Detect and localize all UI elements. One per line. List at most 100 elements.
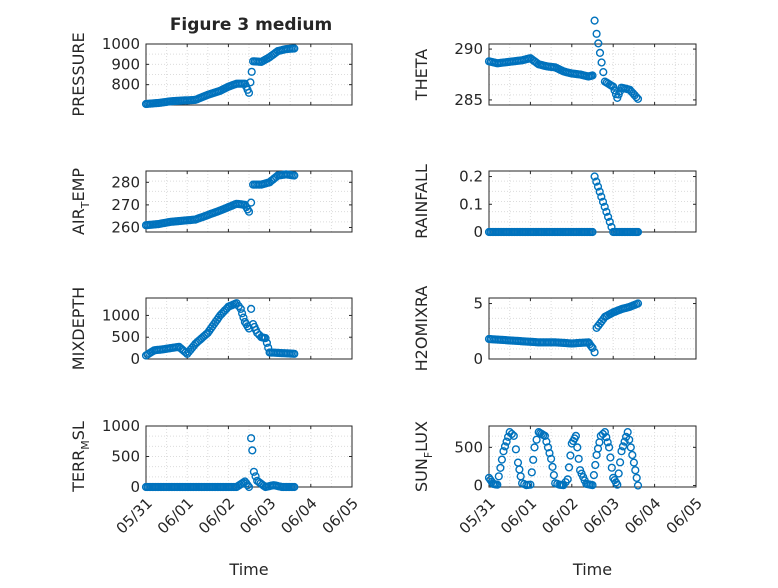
data-point	[609, 82, 618, 91]
x-tick-label: 06/05	[663, 494, 706, 537]
data-point	[603, 212, 613, 222]
data-point	[239, 313, 248, 322]
figure-title: Figure 3 medium	[170, 15, 332, 35]
data-point	[247, 304, 256, 314]
data-point	[496, 463, 505, 473]
data-point	[500, 442, 510, 451]
x-tick-label: 06/03	[236, 494, 279, 537]
data-point	[586, 342, 596, 351]
data-point	[290, 482, 299, 492]
data-point	[592, 177, 601, 186]
x-axis-label: Time	[228, 560, 268, 579]
data-point	[633, 299, 643, 308]
y-tick-label: 1000	[102, 35, 140, 53]
y-tick-label: 0	[473, 223, 483, 241]
data-point	[597, 58, 606, 67]
data-point	[244, 482, 254, 492]
data-point	[600, 202, 609, 211]
data-point	[546, 454, 556, 463]
data-point	[590, 172, 599, 181]
data-point	[493, 480, 502, 489]
data-point	[290, 349, 299, 358]
y-tick-label: 5	[473, 295, 483, 313]
data-point	[633, 94, 643, 104]
data-point	[526, 480, 535, 489]
x-tick-label: 06/01	[154, 494, 197, 537]
data-point	[613, 480, 622, 489]
panel-1: 285 290 THETA	[412, 16, 697, 109]
x-tick-label: 06/02	[538, 494, 581, 537]
data-point	[543, 443, 553, 452]
data-point	[595, 48, 605, 58]
y-tick-label: 0	[473, 350, 483, 368]
data-point	[610, 86, 619, 95]
data-point	[563, 475, 572, 484]
panel-2: 260 270 280 AIRTEMP	[69, 168, 353, 236]
y-tick-label: 0	[130, 478, 140, 496]
data-point	[590, 16, 599, 25]
data-point	[592, 29, 601, 38]
data-point	[236, 304, 245, 314]
data-point	[248, 446, 257, 455]
y-tick-label: 290	[454, 40, 483, 58]
data-point	[549, 471, 559, 480]
data-point	[631, 466, 640, 475]
data-point	[599, 67, 608, 77]
x-tick-label: 05/31	[456, 494, 499, 537]
x-tick-label: 06/04	[621, 494, 664, 537]
x-tick-label: 06/03	[580, 494, 623, 537]
data-point	[573, 443, 582, 452]
data-point	[529, 455, 538, 464]
data-point	[588, 71, 597, 80]
data-point	[607, 463, 616, 472]
data-point	[606, 453, 615, 462]
data-point	[243, 481, 252, 490]
data-point	[290, 171, 299, 180]
data-point	[246, 78, 255, 87]
x-tick-label: 06/05	[319, 494, 362, 537]
data-point	[623, 428, 632, 437]
data-point	[497, 455, 507, 464]
y-tick-label: 500	[454, 438, 483, 456]
data-point	[244, 207, 254, 216]
y-tick-label: 0	[130, 350, 140, 368]
data-point	[564, 463, 574, 472]
y-tick-label: 500	[111, 328, 140, 346]
y-axis-label: TERRMSL	[69, 421, 92, 493]
axes-box	[145, 297, 353, 360]
data-point	[620, 437, 629, 446]
data-point	[532, 435, 541, 444]
y-axis-label: H2OMIXRA	[412, 286, 431, 372]
panel-3: 0 0.1 0.2 RAINFALL	[412, 164, 697, 241]
data-point	[617, 447, 626, 456]
x-tick-label: 06/02	[195, 494, 238, 537]
data-point	[605, 217, 614, 227]
data-point	[602, 433, 611, 442]
data-point	[588, 227, 597, 237]
data-point	[593, 182, 603, 191]
y-tick-label: 270	[111, 196, 140, 214]
data-point	[597, 192, 606, 201]
data-point	[290, 44, 299, 53]
data-point	[588, 481, 597, 490]
data-point	[502, 437, 511, 446]
data-point	[591, 460, 600, 470]
data-point	[632, 473, 641, 483]
data-point	[566, 451, 575, 460]
data-point	[632, 92, 641, 102]
data-point	[588, 343, 597, 353]
data-point	[511, 445, 521, 454]
data-point	[247, 198, 256, 207]
data-point	[253, 328, 262, 338]
y-tick-label: 900	[111, 55, 140, 73]
data-point	[633, 481, 643, 490]
y-tick-label: 0.2	[459, 168, 483, 186]
y-axis-label: RAINFALL	[412, 164, 431, 239]
y-tick-label: 1000	[102, 417, 140, 435]
data-point	[530, 443, 539, 452]
data-point	[244, 88, 254, 97]
y-tick-label: 0.1	[459, 195, 483, 213]
